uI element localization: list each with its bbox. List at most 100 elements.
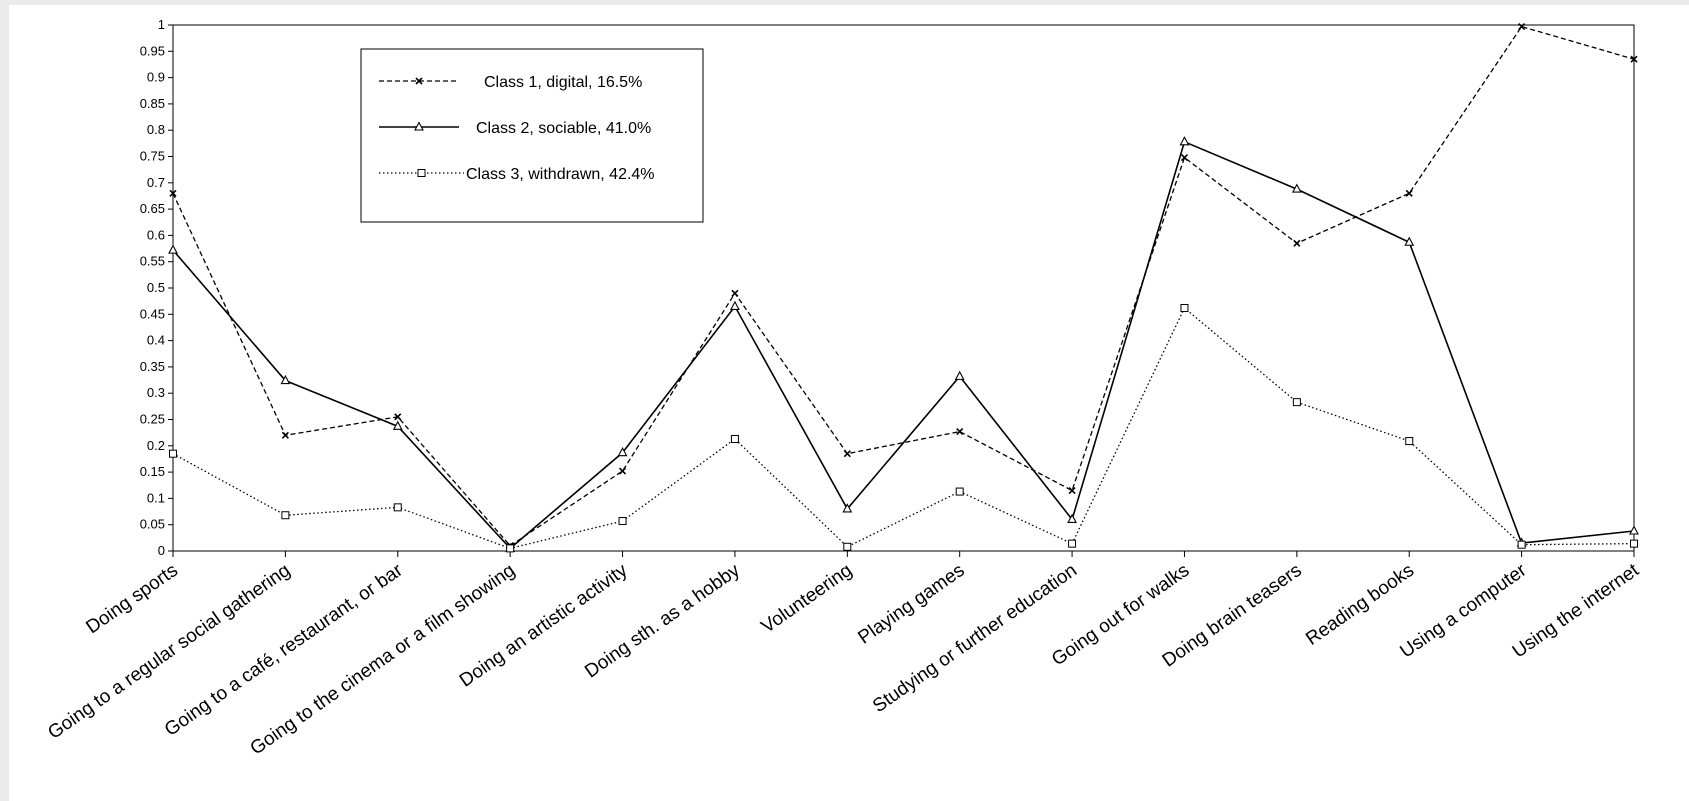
series-3 (169, 303, 1638, 553)
y-tick-label: 1 (158, 17, 165, 32)
point-marker-square (618, 517, 627, 526)
y-tick-label: 0.85 (140, 96, 165, 111)
legend-label: Class 2, sociable, 41.0% (476, 120, 651, 137)
legend-label: Class 3, withdrawn, 42.4% (466, 166, 655, 183)
point-marker-square (393, 503, 402, 512)
point-marker-triangle (1291, 183, 1302, 193)
point-marker-square (1405, 437, 1414, 446)
point-marker-triangle (954, 370, 965, 380)
point-marker-triangle (617, 446, 628, 457)
point-marker-x (1293, 239, 1301, 247)
y-tick-label: 0.35 (140, 359, 165, 374)
point-marker-triangle (168, 244, 178, 254)
marker-stroke (1518, 23, 1526, 31)
y-tick-label: 0.45 (140, 306, 165, 321)
marker-stroke (415, 77, 423, 85)
point-marker-x (281, 431, 289, 439)
y-tick-label: 0.75 (140, 149, 165, 164)
series-line (172, 140, 1635, 550)
marker-stroke (1405, 189, 1413, 197)
point-marker-x (618, 467, 627, 475)
y-tick-label: 0.1 (147, 490, 165, 505)
point-marker-square (843, 542, 852, 551)
y-tick-label: 0.15 (140, 464, 165, 479)
point-marker-square (730, 434, 739, 443)
point-marker-x (1405, 189, 1413, 197)
x-category-label: Studying or further education (869, 560, 1081, 717)
point-marker-square (417, 169, 426, 177)
y-tick-label: 0.9 (147, 70, 165, 85)
y-tick-label: 0.6 (147, 227, 165, 242)
x-category-label: Using the internet (1509, 559, 1644, 662)
point-marker-x (415, 77, 423, 85)
point-marker-square (1292, 398, 1301, 407)
series-line (172, 306, 1635, 550)
point-marker-x (843, 450, 851, 458)
point-marker-square (506, 544, 515, 553)
y-tick-label: 0.65 (140, 201, 165, 216)
point-marker-triangle (1179, 136, 1190, 146)
y-tick-label: 0.4 (147, 333, 165, 348)
legend-box (360, 48, 704, 223)
point-marker-triangle (1404, 236, 1415, 246)
point-marker-triangle (1067, 513, 1077, 523)
marker-stroke (843, 450, 851, 458)
point-marker-triangle (392, 420, 403, 430)
x-category-label: Going to a café, restaurant, or bar (161, 560, 407, 741)
point-marker-triangle (1629, 525, 1639, 535)
point-marker-triangle (842, 503, 853, 513)
point-marker-square (1180, 303, 1189, 312)
marker-stroke (169, 189, 177, 197)
y-tick-label: 0.95 (140, 43, 165, 58)
y-tick-label: 0.25 (140, 412, 165, 427)
point-marker-square (1068, 539, 1077, 548)
x-category-label: Playing games (854, 560, 968, 649)
point-marker-x (169, 189, 177, 197)
series-line (172, 25, 1635, 547)
x-category-label: Volunteering (758, 560, 857, 638)
point-marker-x (1068, 486, 1076, 495)
y-tick-label: 0.8 (147, 122, 165, 137)
legend: Class 1, digital, 16.5% Class 2, sociable… (360, 48, 704, 223)
y-tick-label: 0 (158, 543, 165, 558)
x-category-label: Going to a regular social gathering (44, 560, 294, 744)
series-layer (168, 23, 1639, 553)
point-marker-triangle (730, 300, 740, 310)
marker-stroke (618, 467, 627, 475)
y-tick-label: 0.2 (147, 438, 165, 453)
series-1 (169, 23, 1638, 550)
y-tick-label: 0.05 (140, 517, 165, 532)
marker-stroke (281, 431, 289, 439)
y-tick-label: 0.7 (147, 175, 165, 190)
marker-stroke (394, 413, 402, 421)
point-marker-triangle (280, 374, 291, 385)
point-marker-x (956, 428, 964, 436)
point-marker-x (1630, 55, 1638, 63)
point-marker-square (169, 449, 177, 458)
y-tick-label: 0.55 (140, 254, 165, 269)
point-marker-square (1630, 539, 1638, 548)
marker-stroke (1180, 153, 1189, 162)
y-axis: 0 0.05 0.1 0.15 0.2 0.25 0.3 0.35 0.4 0.45 0.5 0.55… (140, 17, 173, 558)
point-marker-x (394, 413, 402, 421)
marker-stroke (1630, 55, 1638, 63)
point-marker-x (1180, 153, 1189, 162)
point-marker-square (955, 487, 964, 496)
point-marker-triangle (414, 121, 424, 131)
marker-stroke (1293, 239, 1301, 247)
y-tick-label: 0.3 (147, 385, 165, 400)
point-marker-x (731, 289, 739, 297)
y-tick-label: 0.5 (147, 280, 165, 295)
point-marker-x (1518, 23, 1526, 31)
legend-label: Class 1, digital, 16.5% (484, 74, 642, 91)
point-marker-square (281, 511, 290, 520)
marker-stroke (731, 289, 739, 297)
x-category-label: Doing sports (82, 560, 181, 638)
marker-stroke (1068, 486, 1076, 495)
chart-panel (9, 5, 1689, 801)
point-marker-square (1517, 540, 1526, 549)
marker-stroke (956, 428, 964, 436)
x-category-label: Reading books (1302, 560, 1418, 650)
